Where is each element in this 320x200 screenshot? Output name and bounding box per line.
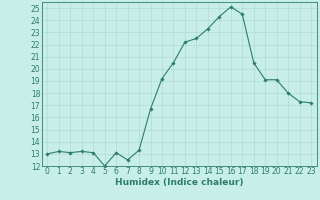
X-axis label: Humidex (Indice chaleur): Humidex (Indice chaleur): [115, 178, 244, 187]
